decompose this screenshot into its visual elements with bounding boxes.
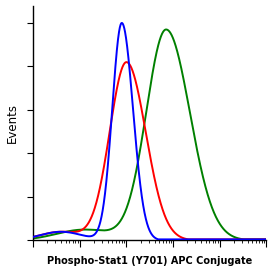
Y-axis label: Events: Events (5, 103, 18, 143)
X-axis label: Phospho-Stat1 (Y701) APC Conjugate: Phospho-Stat1 (Y701) APC Conjugate (47, 256, 252, 267)
